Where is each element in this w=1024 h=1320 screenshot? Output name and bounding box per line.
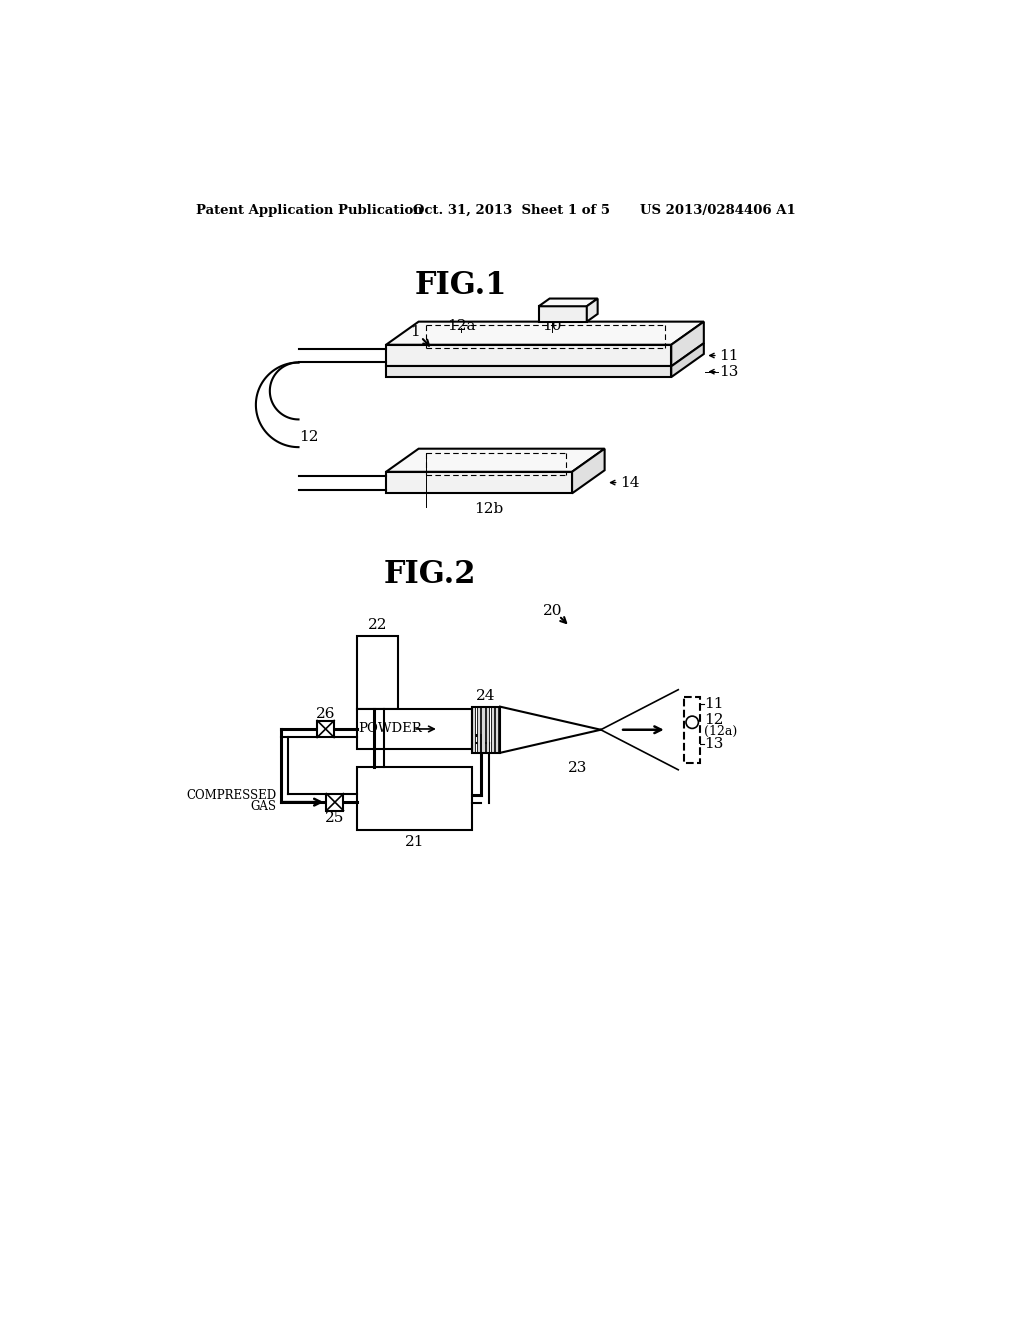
Text: US 2013/0284406 A1: US 2013/0284406 A1 — [640, 205, 796, 218]
Text: 13: 13 — [703, 737, 723, 751]
Text: 21: 21 — [406, 836, 425, 849]
Polygon shape — [386, 449, 604, 471]
Polygon shape — [386, 367, 672, 378]
Text: POWDER: POWDER — [358, 722, 422, 735]
Text: FIG.1: FIG.1 — [415, 271, 508, 301]
Text: 13: 13 — [719, 364, 738, 379]
Bar — [481, 706, 484, 752]
Bar — [327, 793, 343, 810]
Text: 20: 20 — [543, 605, 562, 618]
Bar — [477, 706, 480, 752]
Bar — [490, 706, 494, 752]
Text: 25: 25 — [326, 812, 345, 825]
Text: 12b: 12b — [474, 502, 503, 516]
Polygon shape — [386, 322, 703, 345]
Bar — [357, 636, 397, 709]
Text: 10: 10 — [542, 319, 562, 333]
Text: 12: 12 — [299, 430, 318, 444]
Polygon shape — [672, 343, 703, 378]
Polygon shape — [386, 345, 672, 367]
Text: 12: 12 — [703, 714, 723, 727]
Bar — [472, 706, 500, 752]
Text: 23: 23 — [568, 762, 587, 775]
Bar — [357, 709, 472, 748]
Bar — [496, 706, 499, 752]
Bar — [317, 721, 334, 738]
Text: Oct. 31, 2013  Sheet 1 of 5: Oct. 31, 2013 Sheet 1 of 5 — [414, 205, 610, 218]
Text: 26: 26 — [315, 708, 336, 721]
Text: (12a): (12a) — [703, 725, 737, 738]
Text: 14: 14 — [621, 475, 640, 490]
Text: COMPRESSED: COMPRESSED — [186, 788, 276, 801]
Polygon shape — [572, 449, 604, 494]
Bar — [472, 706, 475, 752]
Polygon shape — [672, 322, 703, 367]
Polygon shape — [587, 298, 598, 322]
Polygon shape — [539, 306, 587, 322]
Polygon shape — [386, 471, 572, 494]
Bar — [486, 706, 489, 752]
Text: 11: 11 — [719, 348, 739, 363]
Text: 1: 1 — [410, 325, 420, 339]
Text: 11: 11 — [703, 697, 723, 710]
Bar — [684, 697, 700, 763]
Text: 12a: 12a — [447, 319, 475, 333]
Circle shape — [686, 717, 698, 729]
Text: 22: 22 — [368, 618, 387, 632]
Text: 24: 24 — [476, 689, 496, 702]
Text: GAS: GAS — [250, 800, 276, 813]
Text: FIG.2: FIG.2 — [384, 558, 476, 590]
Polygon shape — [539, 298, 598, 306]
Bar — [357, 767, 472, 830]
Text: Patent Application Publication: Patent Application Publication — [197, 205, 423, 218]
